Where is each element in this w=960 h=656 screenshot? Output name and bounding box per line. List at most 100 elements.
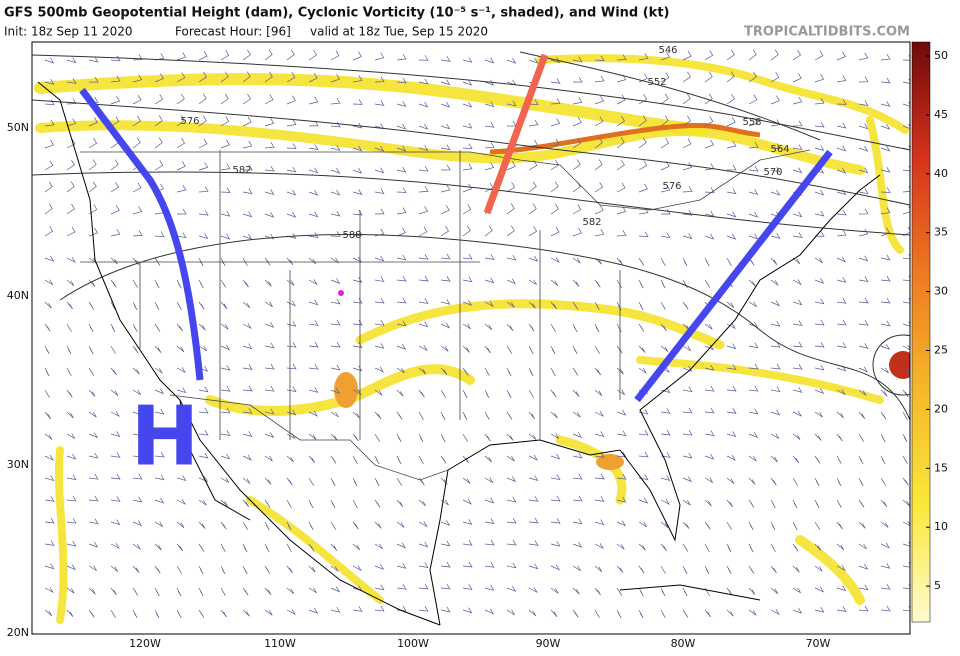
wind-barb (132, 94, 142, 105)
wind-barb (902, 411, 908, 420)
wind-barb (198, 162, 209, 171)
wind-barb (308, 120, 319, 127)
wind-barb (330, 278, 341, 284)
wind-barb (528, 433, 537, 440)
wind-barb (550, 279, 559, 287)
wind-barb (506, 323, 514, 331)
wind-barb (748, 499, 755, 508)
map-area: H (32, 42, 910, 634)
wind-barb (132, 389, 141, 395)
wind-barb (286, 543, 292, 552)
storm-core (889, 351, 910, 379)
wind-barb (330, 74, 341, 83)
wind-barb (528, 301, 536, 309)
wind-barb (66, 279, 75, 287)
wind-barb (66, 367, 72, 377)
wind-barb (176, 366, 186, 374)
wind-barb (418, 254, 429, 260)
wind-barb (506, 517, 517, 524)
wind-barb (594, 323, 600, 333)
wind-barb (572, 565, 581, 572)
wind-barb (110, 410, 120, 417)
wind-barb (858, 188, 869, 195)
wind-barb (770, 72, 780, 83)
lat-label: 20N (7, 626, 29, 639)
wind-barb (858, 320, 869, 326)
wind-barb (594, 257, 602, 265)
wind-barb (132, 473, 143, 480)
wind-barb (792, 120, 803, 127)
wind-barb (88, 432, 99, 439)
wind-barb (154, 137, 163, 149)
wind-barb (594, 137, 603, 149)
wind-barb (880, 145, 891, 152)
colorbar-label: 45 (934, 108, 948, 121)
wind-barb (352, 122, 363, 129)
wind-barb (286, 95, 296, 105)
colorbar-label: 20 (934, 402, 948, 415)
wind-barb (242, 454, 252, 461)
wind-barb (44, 323, 51, 332)
wind-barb (44, 226, 54, 237)
contour-label: 552 (647, 77, 666, 88)
wind-barb (528, 609, 537, 617)
wind-barb (374, 100, 385, 106)
wind-barb (308, 279, 318, 286)
wind-barb (880, 297, 891, 304)
wind-barb (88, 159, 97, 171)
lon-label: 90W (536, 637, 561, 650)
wind-barb (484, 477, 494, 484)
wind-barb (264, 363, 275, 370)
wind-barb (748, 301, 757, 308)
wind-barb (572, 56, 583, 63)
wind-barb (88, 452, 99, 459)
wind-barb (880, 77, 891, 84)
valid-time: valid at 18z Tue, Sep 15 2020 (310, 25, 488, 39)
wind-barb (66, 411, 74, 419)
wind-barb (726, 385, 737, 392)
wind-barb (220, 210, 231, 217)
wind-barb (770, 521, 776, 531)
wind-barb (308, 410, 319, 417)
wind-barb (528, 255, 539, 262)
wind-barb (308, 543, 315, 552)
wind-barb (748, 455, 757, 462)
height-contour (59, 234, 910, 421)
wind-barb (264, 565, 271, 574)
wind-barb (858, 543, 867, 550)
wind-barb (638, 345, 646, 353)
wind-barb (660, 452, 671, 458)
wind-barb (660, 345, 669, 353)
wind-barb (682, 138, 692, 149)
wind-barb (594, 609, 600, 618)
wind-barb (242, 140, 253, 149)
title: GFS 500mb Geopotential Height (dam), Cyc… (4, 6, 670, 21)
wind-barb (88, 138, 98, 149)
wind-barb (682, 587, 688, 597)
wind-barb (44, 255, 55, 262)
wind-barb (220, 163, 231, 171)
wind-barb (330, 210, 341, 217)
wind-barb (792, 543, 799, 552)
wind-barb (396, 320, 407, 327)
wind-barb (88, 565, 97, 572)
wind-barb (286, 143, 297, 149)
wind-barb (880, 389, 888, 397)
borders (80, 149, 811, 481)
wind-barb (880, 101, 891, 107)
wind-barb (704, 323, 713, 330)
wind-barb (286, 565, 293, 574)
wind-barb (880, 455, 886, 465)
wind-barb (330, 411, 339, 418)
wind-barb (506, 411, 513, 420)
wind-barb (726, 301, 735, 309)
wind-barb (396, 166, 407, 173)
wind-barb (396, 389, 404, 397)
wind-barb (792, 565, 800, 573)
wind-barb (836, 342, 847, 348)
wind-barb (396, 145, 407, 152)
contour-label: 570 (763, 167, 782, 178)
wind-barb (396, 455, 402, 465)
wind-barb (726, 257, 732, 266)
state-borders (80, 150, 621, 440)
